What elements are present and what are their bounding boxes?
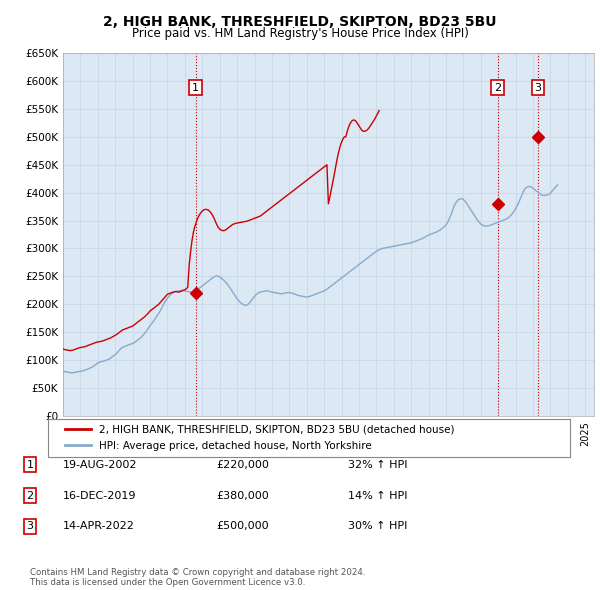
Text: £220,000: £220,000 xyxy=(216,460,269,470)
Text: 2: 2 xyxy=(26,491,34,500)
Legend: 2, HIGH BANK, THRESHFIELD, SKIPTON, BD23 5BU (detached house), HPI: Average pric: 2, HIGH BANK, THRESHFIELD, SKIPTON, BD23… xyxy=(58,418,461,458)
Text: 3: 3 xyxy=(26,522,34,531)
Text: 2, HIGH BANK, THRESHFIELD, SKIPTON, BD23 5BU: 2, HIGH BANK, THRESHFIELD, SKIPTON, BD23… xyxy=(103,15,497,29)
Text: 2: 2 xyxy=(494,83,501,93)
Text: 16-DEC-2019: 16-DEC-2019 xyxy=(63,491,137,500)
Text: Contains HM Land Registry data © Crown copyright and database right 2024.
This d: Contains HM Land Registry data © Crown c… xyxy=(30,568,365,587)
Text: £500,000: £500,000 xyxy=(216,522,269,531)
Text: 30% ↑ HPI: 30% ↑ HPI xyxy=(348,522,407,531)
Text: Price paid vs. HM Land Registry's House Price Index (HPI): Price paid vs. HM Land Registry's House … xyxy=(131,27,469,40)
Text: 32% ↑ HPI: 32% ↑ HPI xyxy=(348,460,407,470)
Text: 3: 3 xyxy=(535,83,542,93)
Text: 19-AUG-2002: 19-AUG-2002 xyxy=(63,460,137,470)
Text: 1: 1 xyxy=(192,83,199,93)
Text: 14-APR-2022: 14-APR-2022 xyxy=(63,522,135,531)
Text: 14% ↑ HPI: 14% ↑ HPI xyxy=(348,491,407,500)
Text: £380,000: £380,000 xyxy=(216,491,269,500)
Text: 1: 1 xyxy=(26,460,34,470)
